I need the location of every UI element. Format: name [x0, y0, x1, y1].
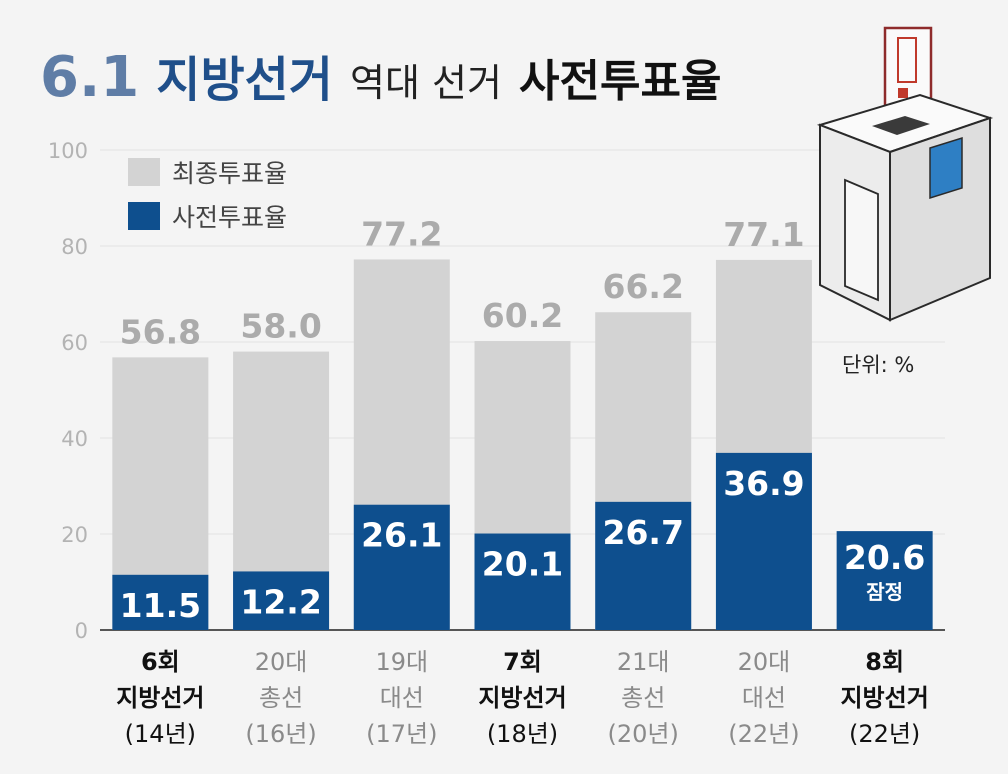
- y-tick-label: 80: [61, 235, 88, 259]
- data-label-total: 66.2: [603, 267, 684, 306]
- y-tick-label: 0: [75, 619, 88, 643]
- x-category-label: 대선: [380, 684, 424, 712]
- data-label-early: 26.1: [361, 516, 442, 555]
- x-category-label: 8회: [865, 648, 904, 676]
- y-tick-label: 60: [61, 331, 88, 355]
- data-label-total: 77.1: [723, 215, 804, 254]
- legend-label-early: 사전투표율: [172, 203, 287, 232]
- y-tick-label: 20: [61, 523, 88, 547]
- x-category-label: 지방선거: [116, 684, 204, 712]
- bar-early: [715, 452, 812, 630]
- x-category-label: 19대: [375, 648, 428, 676]
- x-category-label: 20대: [738, 648, 791, 676]
- bars: [112, 259, 933, 630]
- x-category-label: (17년): [366, 720, 437, 748]
- title-middle: 역대 선거: [350, 61, 502, 105]
- x-category-label: (22년): [728, 720, 799, 748]
- data-label-early: 26.7: [603, 513, 684, 552]
- value-labels: 56.8 11.5 58.0 12.2 77.2 26.1 60.2 20.1 66.2 26.7…: [120, 214, 926, 624]
- y-tick-label: 40: [61, 427, 88, 451]
- x-category-label: (22년): [849, 720, 920, 748]
- data-label-total: 58.0: [240, 307, 321, 346]
- bar-early: [353, 504, 450, 630]
- title-text: 6.1 지방선거 역대 선거 사전투표율: [40, 45, 721, 110]
- bar-early: [112, 574, 209, 630]
- data-label-early: 12.2: [240, 582, 321, 621]
- data-label-early: 20.6: [844, 538, 925, 577]
- x-category-label: 총선: [621, 684, 665, 712]
- data-label-early: 20.1: [482, 545, 563, 584]
- legend-label-total: 최종투표율: [172, 159, 287, 188]
- x-category-label: 대선: [742, 684, 786, 712]
- x-category-label: (14년): [125, 720, 196, 748]
- x-category-label: 지방선거: [840, 684, 928, 712]
- x-category-label: (16년): [245, 720, 316, 748]
- x-category-label: 6회: [141, 648, 180, 676]
- legend-swatch-total: [128, 158, 160, 186]
- title-main: 지방선거: [156, 52, 333, 108]
- data-label-early: 36.9: [723, 464, 804, 503]
- ballot-box-icon: [816, 26, 994, 322]
- legend: 최종투표율 사전투표율: [128, 158, 287, 232]
- bar-early: [233, 571, 330, 630]
- bar-early: [595, 501, 692, 630]
- data-label-early: 11.5: [120, 586, 201, 625]
- annotation-provisional: 잠정: [866, 580, 903, 604]
- legend-swatch-early: [128, 202, 160, 230]
- x-category-label: 총선: [259, 684, 303, 712]
- y-tick-label: 100: [48, 139, 88, 163]
- x-category-label: 7회: [503, 648, 542, 676]
- x-category-label: 지방선거: [478, 684, 566, 712]
- x-category-label: 21대: [617, 648, 670, 676]
- unit-label: 단위: %: [842, 353, 914, 377]
- data-label-total: 77.2: [361, 214, 442, 253]
- x-category-label: (20년): [608, 720, 679, 748]
- x-category-label: 20대: [255, 648, 308, 676]
- title-number: 6.1: [40, 45, 139, 110]
- title-end: 사전투표율: [519, 56, 721, 107]
- bar-early: [474, 533, 571, 630]
- data-label-total: 56.8: [120, 312, 201, 351]
- bar-early: [836, 531, 933, 630]
- data-label-total: 60.2: [482, 296, 563, 335]
- x-category-label: (18년): [487, 720, 558, 748]
